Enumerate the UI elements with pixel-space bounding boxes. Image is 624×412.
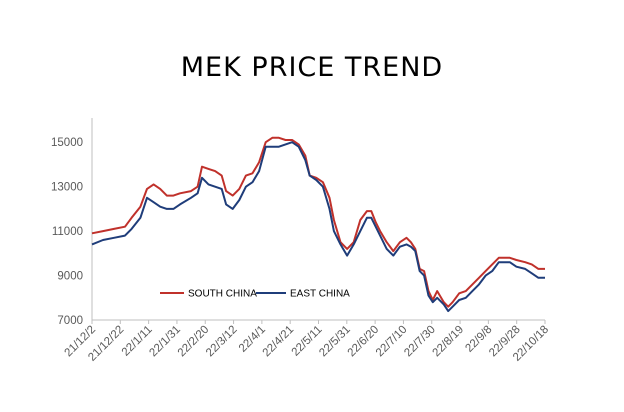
y-tick-label: 7000 bbox=[57, 315, 83, 327]
series-lines bbox=[91, 136, 545, 313]
x-tick-label: 22/4/21 bbox=[261, 324, 297, 360]
x-axis-ticks: 21/12/221/12/2222/1/1122/1/3122/2/2022/3… bbox=[63, 320, 551, 364]
series-line-south-china bbox=[91, 136, 545, 308]
x-tick-label: 22/8/19 bbox=[431, 324, 467, 360]
y-tick-label: 11000 bbox=[52, 226, 83, 238]
y-tick-label: 13000 bbox=[51, 182, 83, 194]
y-tick-label: 15000 bbox=[51, 137, 83, 149]
y-axis-ticks: 15000 13000 11000 9000 7000 bbox=[51, 137, 83, 327]
legend: SOUTH CHINA EAST CHINA bbox=[160, 289, 350, 300]
chart-title: MEK PRICE TREND bbox=[180, 52, 444, 83]
legend-label-east-china: EAST CHINA bbox=[290, 289, 350, 300]
series-line-east-china bbox=[91, 141, 545, 313]
x-tick-label: 22/3/12 bbox=[204, 324, 240, 360]
legend-label-south-china: SOUTH CHINA bbox=[188, 289, 257, 300]
y-tick-label: 9000 bbox=[57, 271, 83, 283]
